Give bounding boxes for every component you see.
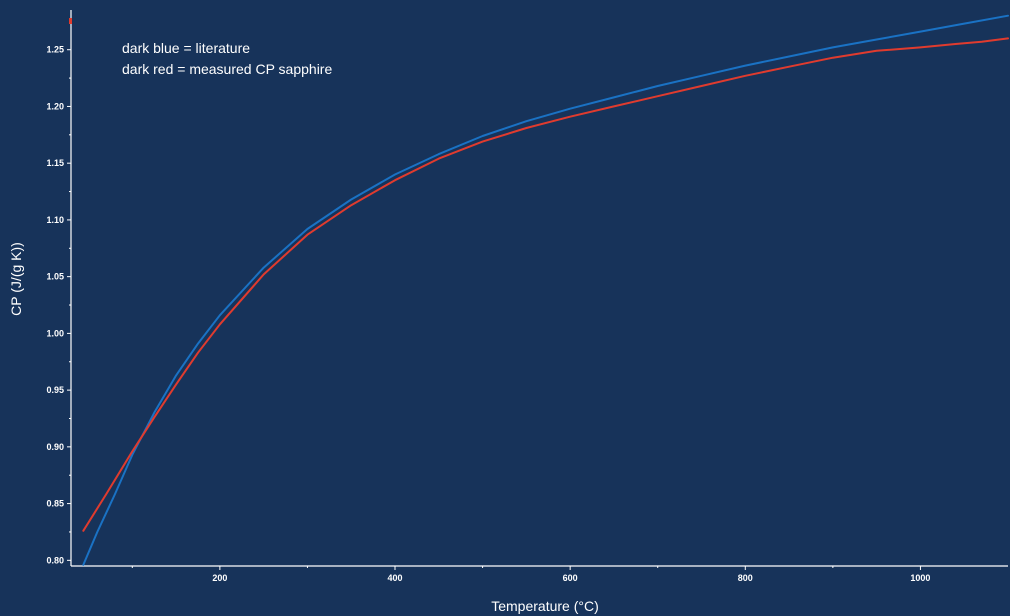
series-line-measured xyxy=(82,37,1009,532)
series-group xyxy=(82,14,1009,566)
y-tick-label: 1.25 xyxy=(46,45,64,55)
x-tick-label: 600 xyxy=(563,573,578,583)
y-tick-label: 1.05 xyxy=(46,272,64,282)
ticks: 0.80 0.85 0.90 0.95 1.00 1.05 1.10 1.15 1.20 1.25… xyxy=(46,45,930,583)
x-axis-label: Temperature (°C) xyxy=(491,598,599,614)
annotations: dark blue = literature dark red = measur… xyxy=(122,40,332,77)
y-tick-label: 1.20 xyxy=(46,101,64,111)
x-tick-label: 800 xyxy=(738,573,753,583)
y-tick-label: 0.95 xyxy=(46,385,64,395)
y-tick-label: 1.10 xyxy=(46,215,64,225)
y-tick-label: 1.00 xyxy=(46,328,64,338)
series-line-literature xyxy=(82,14,1009,566)
axis-corner-marker xyxy=(69,18,72,24)
annotation-literature: dark blue = literature xyxy=(122,40,250,56)
y-tick-label: 0.80 xyxy=(46,555,64,565)
y-tick-label: 1.15 xyxy=(46,158,64,168)
x-tick-label: 1000 xyxy=(910,573,930,583)
y-tick-label: 0.85 xyxy=(46,499,64,509)
x-tick-label: 200 xyxy=(212,573,227,583)
axes xyxy=(69,10,1008,567)
y-axis-label: CP (J/(g K)) xyxy=(8,242,24,316)
annotation-measured: dark red = measured CP sapphire xyxy=(122,61,332,77)
x-tick-label: 400 xyxy=(387,573,402,583)
y-tick-label: 0.90 xyxy=(46,442,64,452)
